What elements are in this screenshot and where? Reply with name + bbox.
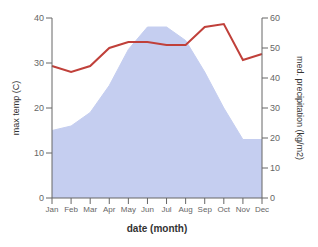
svg-text:50: 50 [270,43,280,53]
svg-text:10: 10 [34,148,44,158]
svg-text:20: 20 [270,133,280,143]
svg-text:Jul: Jul [161,205,171,214]
svg-text:med. precipitation (kg/m2): med. precipitation (kg/m2) [295,56,305,160]
svg-text:0: 0 [39,193,44,203]
svg-text:max temp (C): max temp (C) [11,81,21,136]
svg-text:Dec: Dec [255,205,269,214]
svg-text:Jun: Jun [141,205,154,214]
svg-text:Nov: Nov [236,205,250,214]
svg-text:Jan: Jan [46,205,59,214]
svg-text:Feb: Feb [64,205,78,214]
svg-text:Apr: Apr [103,205,116,214]
svg-text:40: 40 [34,13,44,23]
svg-text:date (month): date (month) [127,223,188,234]
svg-text:Mar: Mar [83,205,97,214]
svg-text:40: 40 [270,73,280,83]
svg-text:Sep: Sep [198,205,213,214]
svg-text:Aug: Aug [179,205,193,214]
svg-text:20: 20 [34,103,44,113]
svg-text:30: 30 [270,103,280,113]
svg-text:May: May [121,205,136,214]
svg-text:0: 0 [270,193,275,203]
svg-text:30: 30 [34,58,44,68]
svg-text:Oct: Oct [218,205,231,214]
svg-text:10: 10 [270,163,280,173]
svg-text:60: 60 [270,13,280,23]
